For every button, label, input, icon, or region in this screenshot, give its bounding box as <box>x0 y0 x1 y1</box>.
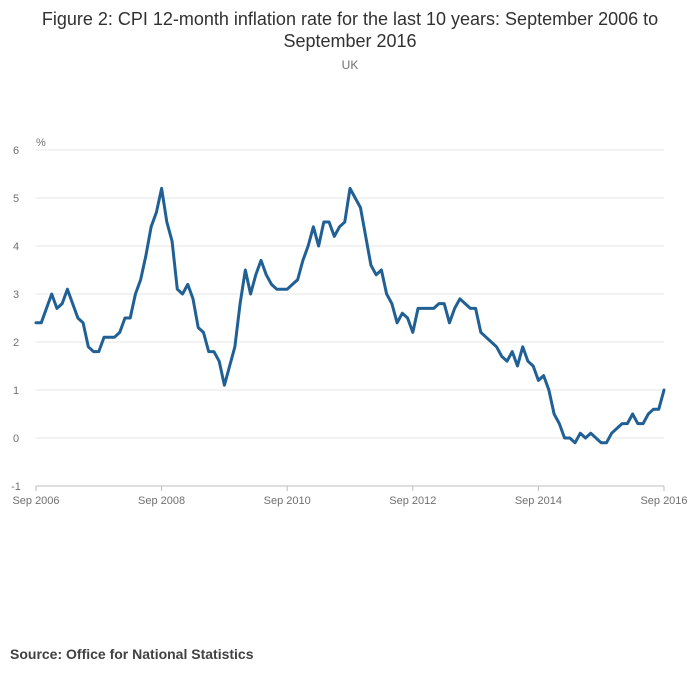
y-tick-label: 0 <box>13 433 19 445</box>
y-tick-label: 5 <box>13 193 19 205</box>
y-tick-label: -1 <box>11 481 21 493</box>
x-tick-label: Sep 2014 <box>515 495 562 507</box>
x-tick-label: Sep 2010 <box>264 495 311 507</box>
x-tick-label: Sep 2006 <box>12 495 59 507</box>
line-chart: -1 0 1 2 3 4 5 6% Sep 2006 Sep 2008 Sep 2010 Sep 20… <box>11 137 687 507</box>
series-line <box>34 186 666 445</box>
source-note: Source: Office for National Statistics <box>10 646 254 662</box>
x-tick-label: Sep 2016 <box>640 495 687 507</box>
y-tick-label: 2 <box>13 337 19 349</box>
y-tick-label: 4 <box>13 241 19 253</box>
y-tick-label: 1 <box>13 385 19 397</box>
chart-subtitle: UK <box>341 58 359 72</box>
y-axis-label: % <box>36 137 46 149</box>
chart-title: Figure 2: CPI 12-month inflation rate fo… <box>41 9 659 51</box>
y-tick-label: 3 <box>13 289 19 301</box>
y-tick-label: 6 <box>13 145 19 157</box>
x-tick-label: Sep 2008 <box>138 495 185 507</box>
x-tick-label: Sep 2012 <box>389 495 436 507</box>
